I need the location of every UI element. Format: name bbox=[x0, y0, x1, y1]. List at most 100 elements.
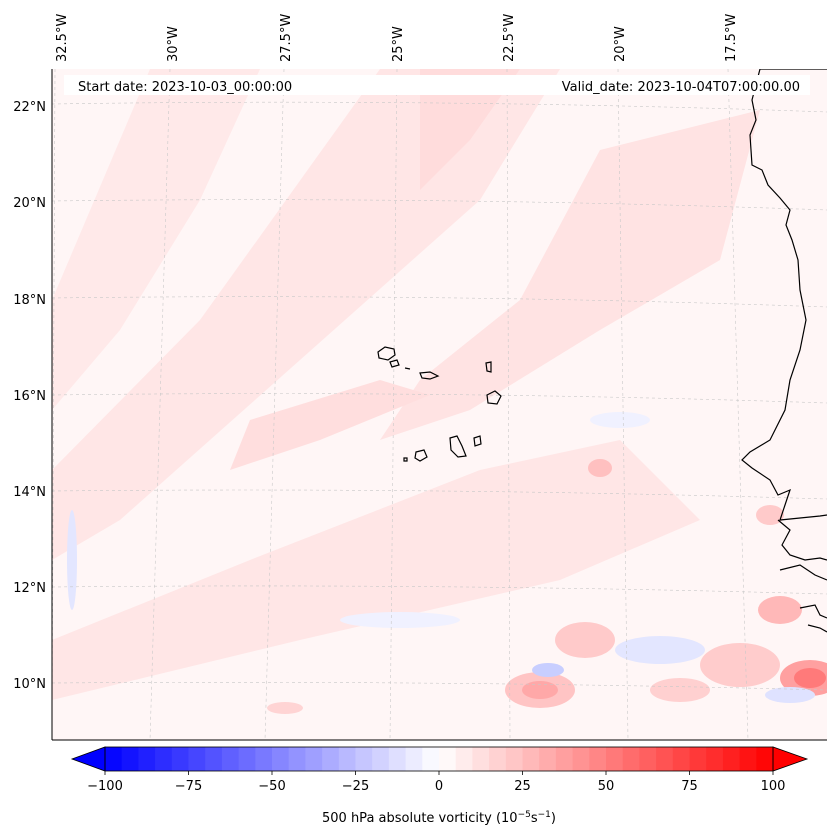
lat-label: 12°N bbox=[13, 581, 46, 596]
colorbar-label-main: 500 hPa absolute vorticity (10 bbox=[322, 811, 518, 826]
island-sal bbox=[485, 361, 492, 373]
colorbar-bin bbox=[388, 747, 407, 771]
colorbar-bin bbox=[272, 747, 290, 771]
colorbar-bin bbox=[338, 747, 356, 771]
colorbar-bin bbox=[472, 747, 490, 771]
vorticity-max bbox=[756, 505, 784, 525]
longitude-labels: 32.5°W 30°W 27.5°W 25°W 22.5°W 20°W 17.5… bbox=[55, 14, 739, 62]
colorbar-bin bbox=[238, 747, 256, 771]
lon-label: 25°W bbox=[391, 26, 406, 62]
island-fogo bbox=[414, 449, 428, 462]
colorbar-bin bbox=[606, 747, 624, 771]
africa-coastline bbox=[741, 69, 827, 521]
coastlines bbox=[741, 69, 827, 633]
colorbar-bin bbox=[722, 747, 741, 771]
colorbar-tick-label: 100 bbox=[761, 779, 786, 794]
colorbar-bin bbox=[288, 747, 306, 771]
valid-date-label: Valid_date: 2023-10-04T07:00:00.00 bbox=[562, 80, 800, 95]
vorticity-max bbox=[522, 681, 558, 699]
island-brava bbox=[403, 457, 408, 462]
colorbar-bin bbox=[422, 747, 440, 771]
vorticity-max bbox=[267, 702, 303, 714]
colorbar-bin bbox=[672, 747, 690, 771]
colorbar-extend-max bbox=[772, 746, 809, 772]
colorbar-bin bbox=[639, 747, 657, 771]
colorbar-bin bbox=[205, 747, 223, 771]
vorticity-min bbox=[590, 412, 650, 428]
lon-label: 30°W bbox=[166, 26, 181, 62]
lon-label: 27.5°W bbox=[279, 14, 294, 62]
vorticity-band-positive bbox=[52, 440, 700, 700]
colorbar-bin bbox=[455, 747, 473, 771]
colorbar-bin bbox=[138, 747, 156, 771]
vorticity-max bbox=[700, 643, 780, 687]
lat-label: 18°N bbox=[13, 293, 46, 308]
colorbar: −100 −75 −50 −25 0 25 50 75 100 500 hPa absolute… bbox=[70, 746, 809, 826]
vorticity-max bbox=[794, 668, 826, 688]
vorticity-band-positive bbox=[52, 69, 260, 410]
colorbar-label-mid: s bbox=[531, 811, 538, 826]
start-date-label: Start date: 2023-10-03_00:00:00 bbox=[78, 80, 292, 95]
colorbar-bin bbox=[405, 747, 423, 771]
lon-label: 22.5°W bbox=[502, 14, 517, 62]
island-maio bbox=[473, 435, 482, 447]
colorbar-bin bbox=[188, 747, 206, 771]
map-panel: Start date: 2023-10-03_00:00:00 Valid_da… bbox=[51, 69, 827, 741]
vorticity-band-positive bbox=[420, 69, 520, 190]
vorticity-min bbox=[615, 636, 705, 664]
colorbar-bin bbox=[155, 747, 173, 771]
lat-label: 16°N bbox=[13, 389, 46, 404]
colorbar-bin bbox=[255, 747, 273, 771]
colorbar-bin bbox=[372, 747, 390, 771]
lon-label: 20°W bbox=[613, 26, 628, 62]
colorbar-bin bbox=[522, 747, 540, 771]
colorbar-bin bbox=[505, 747, 523, 771]
colorbar-bin bbox=[589, 747, 607, 771]
colorbar-tick-label: −50 bbox=[258, 779, 285, 794]
colorbar-label: 500 hPa absolute vorticity (10−5s−1) bbox=[322, 810, 556, 826]
vorticity-band-positive bbox=[380, 110, 760, 440]
cape-verde-islands bbox=[377, 346, 502, 462]
colorbar-bin bbox=[221, 747, 240, 771]
lat-label: 10°N bbox=[13, 677, 46, 692]
header-strip bbox=[64, 75, 810, 95]
colorbar-bin bbox=[539, 747, 557, 771]
colorbar-tick-label: 25 bbox=[514, 779, 531, 794]
colorbar-bin bbox=[572, 747, 590, 771]
colorbar-ticks: −100 −75 −50 −25 0 25 50 75 100 bbox=[87, 771, 785, 794]
colorbar-label-end: ) bbox=[551, 811, 556, 826]
colorbar-bin bbox=[105, 747, 123, 771]
lat-label: 20°N bbox=[13, 196, 46, 211]
latitude-labels: 22°N 20°N 18°N 16°N 14°N 12°N 10°N bbox=[13, 100, 46, 692]
colorbar-tick-label: 0 bbox=[435, 779, 443, 794]
vorticity-min bbox=[340, 612, 460, 628]
colorbar-bin bbox=[121, 747, 139, 771]
vorticity-max bbox=[758, 596, 802, 624]
lat-label: 14°N bbox=[13, 485, 46, 500]
vorticity-min bbox=[532, 663, 564, 677]
colorbar-bin bbox=[439, 747, 457, 771]
lon-label: 32.5°W bbox=[55, 14, 70, 62]
colorbar-bin bbox=[171, 747, 189, 771]
colorbar-bin bbox=[756, 747, 774, 771]
colorbar-bin bbox=[689, 747, 707, 771]
colorbar-bin bbox=[739, 747, 757, 771]
colorbar-bin bbox=[489, 747, 507, 771]
lat-label: 22°N bbox=[13, 100, 46, 115]
vorticity-min bbox=[67, 510, 77, 610]
colorbar-label-exp1: −5 bbox=[518, 810, 531, 820]
colorbar-tick-label: −75 bbox=[175, 779, 202, 794]
colorbar-bin bbox=[706, 747, 724, 771]
colorbar-bin bbox=[305, 747, 323, 771]
vorticity-max bbox=[650, 678, 710, 702]
colorbar-bin bbox=[322, 747, 340, 771]
island-sao-vicente bbox=[389, 359, 400, 368]
colorbar-tick-label: 75 bbox=[681, 779, 698, 794]
lon-label: 17.5°W bbox=[724, 14, 739, 62]
colorbar-bin bbox=[355, 747, 373, 771]
island-sao-nicolau bbox=[419, 371, 440, 380]
vorticity-band-positive bbox=[230, 380, 430, 470]
colorbar-tick-label: 50 bbox=[598, 779, 615, 794]
island-boa-vista bbox=[486, 390, 502, 405]
